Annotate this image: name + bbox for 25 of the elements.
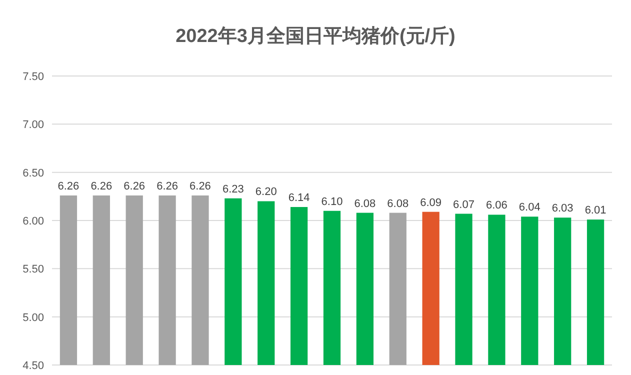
- data-label: 6.03: [552, 202, 574, 215]
- y-tick-label: 4.50: [22, 360, 44, 372]
- data-label: 6.26: [90, 180, 112, 192]
- data-label: 6.23: [222, 183, 244, 196]
- data-label: 6.26: [58, 180, 80, 192]
- data-label: 6.26: [156, 180, 178, 192]
- y-tick-label: 7.50: [22, 71, 44, 83]
- data-label: 6.06: [486, 200, 508, 212]
- data-label: 6.08: [387, 198, 409, 210]
- data-label: 6.04: [518, 202, 540, 214]
- y-tick-label: 6.00: [22, 216, 44, 228]
- data-label: 6.26: [124, 180, 146, 192]
- y-tick-label: 5.50: [22, 264, 44, 276]
- data-label: 6.10: [321, 196, 343, 208]
- chart-title: 2022年3月全国日平均猪价(元/斤): [176, 25, 456, 47]
- data-label: 6.08: [354, 198, 376, 210]
- data-label: 6.09: [420, 196, 442, 209]
- y-tick-label: 6.50: [22, 167, 44, 180]
- y-tick-label: 5.00: [22, 312, 44, 324]
- data-label: 6.26: [190, 180, 211, 192]
- y-tick-label: 7.00: [22, 119, 44, 132]
- data-label: 6.14: [288, 192, 310, 204]
- data-label: 6.07: [453, 198, 474, 211]
- data-label: 6.20: [255, 186, 277, 198]
- data-label: 6.01: [584, 204, 606, 217]
